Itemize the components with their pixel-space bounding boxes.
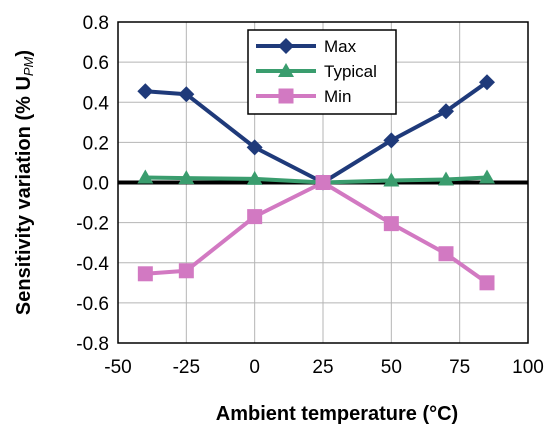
data-point-triangle bbox=[137, 169, 154, 184]
data-point-square bbox=[438, 246, 454, 262]
data-point-diamond bbox=[137, 83, 154, 100]
y-tick-label: 0.6 bbox=[83, 53, 109, 74]
data-point-diamond bbox=[178, 86, 195, 103]
y-axis-title-main: Sensitivity variation (% U bbox=[13, 76, 35, 315]
x-axis-title: Ambient temperature (°C) bbox=[216, 403, 458, 425]
data-point-diamond bbox=[479, 74, 495, 91]
data-point-square bbox=[278, 88, 294, 104]
series-group bbox=[137, 74, 495, 291]
data-point-diamond bbox=[438, 103, 454, 120]
data-point-diamond bbox=[383, 132, 400, 149]
series-line bbox=[145, 180, 489, 285]
y-tick-label: -0.8 bbox=[76, 334, 109, 355]
x-tick-label: 75 bbox=[449, 357, 470, 378]
data-point-square bbox=[178, 263, 194, 279]
data-point-triangle bbox=[479, 169, 495, 184]
legend-label: Typical bbox=[324, 62, 377, 81]
y-tick-label: 0.0 bbox=[83, 174, 109, 195]
data-point-triangle bbox=[178, 170, 195, 185]
data-point-square bbox=[137, 266, 153, 282]
plot-frame bbox=[117, 21, 529, 344]
data-point-triangle bbox=[246, 170, 263, 185]
data-point-square bbox=[247, 209, 263, 225]
data-point-diamond bbox=[246, 139, 263, 156]
legend-label: Min bbox=[324, 87, 351, 106]
y-axis-title: Sensitivity variation (% UPM) bbox=[13, 50, 36, 315]
y-axis-title-sub: PM bbox=[21, 56, 36, 76]
x-tick-labels: -50 -25 0 25 50 75 100 bbox=[104, 357, 544, 378]
x-tick-label: -25 bbox=[173, 357, 200, 378]
x-tick-label: 50 bbox=[381, 357, 402, 378]
x-tick-label: 0 bbox=[249, 357, 260, 378]
y-tick-label: 0.2 bbox=[83, 133, 109, 154]
y-tick-label: -0.4 bbox=[76, 254, 109, 275]
data-point-triangle bbox=[438, 171, 454, 186]
data-point-square bbox=[479, 275, 495, 291]
y-tick-labels: 0.8 0.6 0.4 0.2 0.0 -0.2 -0.4 -0.6 -0.8 bbox=[76, 13, 109, 355]
data-point-square bbox=[315, 175, 331, 190]
data-point-triangle bbox=[278, 63, 294, 77]
y-tick-label: -0.2 bbox=[76, 214, 109, 235]
legend: Max Typical Min bbox=[247, 29, 397, 115]
legend-label: Max bbox=[324, 37, 357, 56]
data-point-triangle bbox=[383, 172, 400, 187]
x-tick-label: 25 bbox=[312, 357, 333, 378]
x-tick-label: -50 bbox=[104, 357, 131, 378]
data-point-diamond bbox=[278, 38, 294, 54]
y-tick-label: -0.6 bbox=[76, 294, 109, 315]
y-axis-title-close: ) bbox=[13, 50, 35, 57]
y-tick-label: 0.4 bbox=[83, 93, 110, 114]
data-point-square bbox=[383, 216, 399, 232]
y-tick-label: 0.8 bbox=[83, 13, 109, 34]
series-min bbox=[137, 175, 495, 291]
x-tick-label: 100 bbox=[512, 357, 544, 378]
